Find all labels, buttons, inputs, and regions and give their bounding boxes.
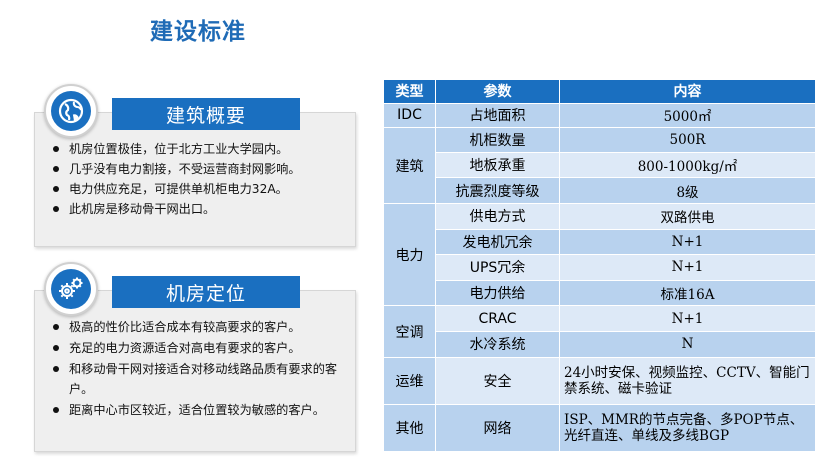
table-row: 电力 供电方式 双路供电 — [383, 202, 816, 307]
param-cell: 机柜数量 — [435, 127, 560, 153]
value-cell: N+1 — [559, 228, 816, 256]
header-type: 类型 — [383, 79, 436, 104]
table-row: 运维 安全 24小时安保、视频监控、CCTV、智能门禁系统、磁卡验证 — [383, 356, 816, 405]
table-row: 电力供给 标准16A — [384, 279, 816, 307]
param-cell: UPS冗余 — [435, 254, 560, 281]
building-overview-panel: 机房位置极佳，位于北方工业大学园内。 几乎没有电力割接，不受运营商封网影响。 电… — [34, 112, 356, 247]
value-cell: 双路供电 — [559, 202, 816, 230]
value-cell: 24小时安保、视频监控、CCTV、智能门禁系统、磁卡验证 — [559, 356, 816, 405]
table-row: IDC 占地面积 5000㎡ — [383, 102, 816, 129]
param-cell: 水冷系统 — [435, 331, 560, 358]
category-cell: 空调 — [383, 305, 436, 358]
value-cell: N+1 — [559, 305, 816, 333]
gears-icon-badge — [44, 262, 98, 316]
list-item: 几乎没有电力割接，不受运营商封网影响。 — [35, 159, 355, 179]
table-row: 空调 CRAC N+1 — [383, 305, 816, 358]
table-row: 建筑 机柜数量 500R — [383, 127, 816, 204]
param-cell: 地板承重 — [435, 151, 560, 179]
building-overview-list: 机房位置极佳，位于北方工业大学园内。 几乎没有电力割接，不受运营商封网影响。 电… — [35, 113, 355, 219]
list-item: 机房位置极佳，位于北方工业大学园内。 — [35, 139, 355, 159]
table-row: UPS冗余 N+1 — [384, 254, 816, 281]
gears-icon — [59, 277, 83, 299]
value-cell: N+1 — [559, 254, 816, 281]
value-cell: 500R — [559, 127, 816, 153]
param-cell: 网络 — [435, 403, 560, 453]
list-item: 极高的性价比适合成本有较高要求的客户。 — [35, 317, 355, 337]
list-item: 电力供应充足，可提供单机柜电力32A。 — [35, 179, 355, 199]
header-param: 参数 — [435, 79, 560, 104]
positioning-header: 机房定位 — [112, 276, 300, 308]
param-cell: 抗震烈度等级 — [435, 177, 560, 204]
positioning-list: 极高的性价比适合成本有较高要求的客户。 充足的电力资源适合对高电有要求的客户。 … — [35, 291, 355, 420]
table-row: 水冷系统 N — [384, 331, 816, 358]
table-row: 其他 网络 ISP、MMR的节点完备、多POP节点、光纤直连、单线及多线BGP — [383, 403, 816, 453]
page-title: 建设标准 — [150, 19, 246, 45]
param-cell: 占地面积 — [435, 102, 560, 129]
table-row: 发电机冗余 N+1 — [384, 228, 816, 256]
param-cell: 发电机冗余 — [435, 228, 560, 256]
header-content: 内容 — [559, 79, 816, 104]
category-cell: IDC — [383, 102, 436, 129]
globe-icon — [58, 98, 84, 124]
list-item: 充足的电力资源适合对高电有要求的客户。 — [35, 338, 355, 358]
value-cell: N — [559, 331, 816, 358]
positioning-panel: 极高的性价比适合成本有较高要求的客户。 充足的电力资源适合对高电有要求的客户。 … — [34, 290, 356, 452]
param-cell: CRAC — [435, 305, 560, 333]
param-cell: 电力供给 — [435, 279, 560, 307]
category-cell: 建筑 — [383, 127, 436, 204]
list-item: 和移动骨干网对接适合对移动线路品质有要求的客户。 — [35, 359, 355, 399]
value-cell: 标准16A — [559, 279, 816, 307]
value-cell: 8级 — [559, 177, 816, 204]
table-row: 地板承重 800-1000kg/㎡ — [384, 151, 816, 179]
param-cell: 供电方式 — [435, 202, 560, 230]
list-item: 此机房是移动骨干网出口。 — [35, 199, 355, 219]
value-cell: ISP、MMR的节点完备、多POP节点、光纤直连、单线及多线BGP — [559, 403, 816, 453]
param-cell: 安全 — [435, 356, 560, 405]
spec-table: 类型 参数 内容 IDC 占地面积 5000㎡ 建筑 机柜数量 500R 地板承… — [383, 79, 816, 453]
globe-icon-badge — [44, 84, 98, 138]
category-cell: 运维 — [383, 356, 436, 405]
table-row: 抗震烈度等级 8级 — [384, 177, 816, 204]
building-overview-header: 建筑概要 — [112, 98, 300, 130]
category-cell: 其他 — [383, 403, 436, 453]
category-cell: 电力 — [383, 202, 436, 307]
table-header-row: 类型 参数 内容 — [383, 79, 816, 104]
list-item: 距离中心市区较近，适合位置较为敏感的客户。 — [35, 400, 355, 420]
value-cell: 5000㎡ — [559, 102, 816, 129]
value-cell: 800-1000kg/㎡ — [559, 151, 816, 179]
